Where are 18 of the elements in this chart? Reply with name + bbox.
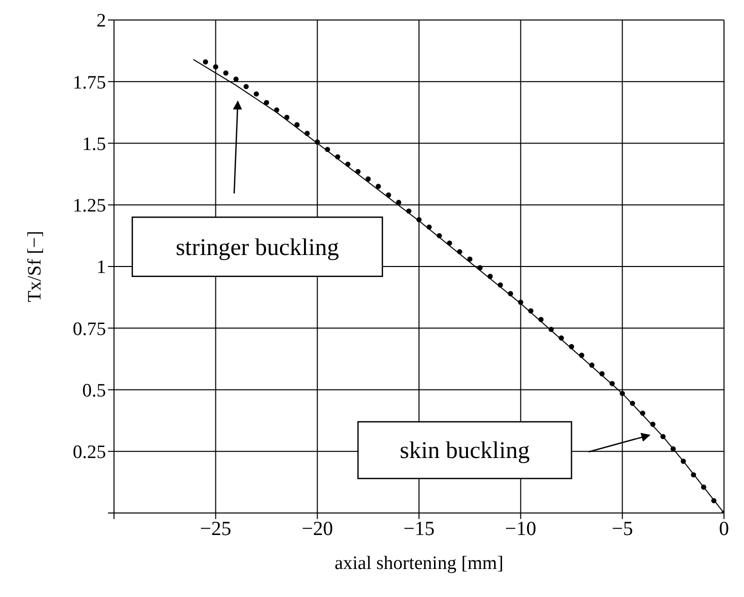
annotation: stringer buckling: [176, 234, 340, 261]
x-tick-label: −10: [505, 518, 536, 540]
y-tick-label: 1.75: [72, 72, 106, 94]
x-axis-title: axial shortening [mm]: [334, 553, 504, 574]
y-tick-label: 1.5: [82, 134, 106, 155]
x-tick-label: −5: [612, 518, 633, 540]
x-tick-label: −20: [302, 518, 333, 540]
y-tick-label: 0.75: [72, 318, 106, 340]
y-axis-title: Tx/Sf [−]: [24, 230, 46, 302]
x-tick-label: −25: [200, 518, 232, 540]
annotation: skin buckling: [400, 438, 530, 464]
y-tick-label: 0.25: [72, 442, 106, 464]
y-tick-label: 1: [96, 257, 106, 278]
x-tick-label: −15: [403, 518, 435, 540]
y-tick-label: 2: [96, 10, 106, 32]
y-tick-label: 0.5: [82, 380, 106, 402]
y-tick-label: 1.25: [72, 196, 106, 217]
x-tick-label: 0: [719, 518, 729, 540]
